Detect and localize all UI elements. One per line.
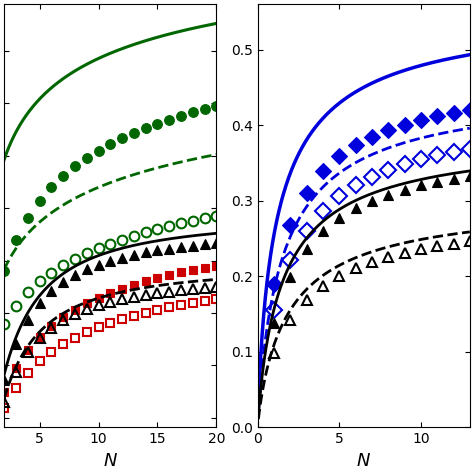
X-axis label: $N$: $N$ [356,452,371,470]
X-axis label: $N$: $N$ [103,452,118,470]
